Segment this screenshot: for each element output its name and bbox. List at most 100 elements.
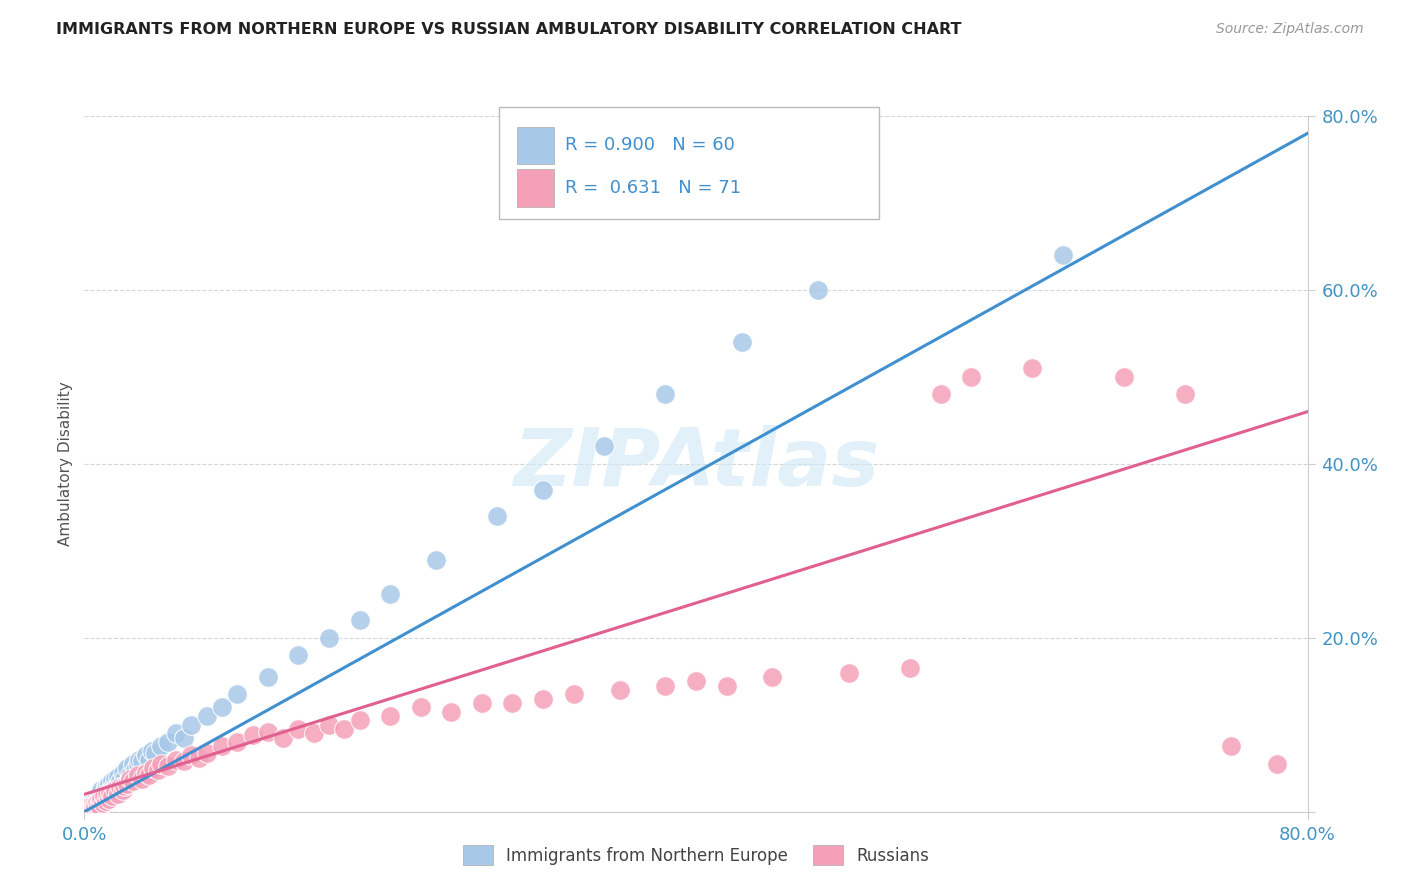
Point bbox=[108, 780, 131, 795]
Point bbox=[165, 726, 187, 740]
Text: R =  0.631   N = 71: R = 0.631 N = 71 bbox=[565, 179, 741, 197]
Point bbox=[226, 687, 249, 701]
Point bbox=[97, 777, 120, 791]
Point bbox=[94, 780, 117, 795]
Point bbox=[1021, 361, 1043, 376]
Point bbox=[146, 763, 169, 777]
Point bbox=[440, 705, 463, 719]
Point bbox=[242, 728, 264, 742]
Point bbox=[135, 765, 157, 780]
Point bbox=[195, 709, 218, 723]
Point bbox=[960, 369, 983, 384]
Point bbox=[138, 753, 160, 767]
Point bbox=[115, 761, 138, 775]
Point bbox=[77, 800, 100, 814]
Point bbox=[96, 791, 118, 805]
Point bbox=[84, 794, 107, 808]
Point bbox=[83, 800, 105, 814]
Point bbox=[84, 800, 107, 814]
Point bbox=[302, 726, 325, 740]
Point bbox=[131, 754, 153, 768]
Point bbox=[127, 768, 149, 782]
Point bbox=[1174, 387, 1197, 401]
Point bbox=[93, 789, 115, 803]
Point bbox=[211, 700, 233, 714]
Point bbox=[77, 797, 100, 812]
Point bbox=[83, 797, 105, 812]
Point bbox=[257, 670, 280, 684]
Point bbox=[157, 735, 180, 749]
Point bbox=[807, 283, 830, 297]
Text: IMMIGRANTS FROM NORTHERN EUROPE VS RUSSIAN AMBULATORY DISABILITY CORRELATION CHA: IMMIGRANTS FROM NORTHERN EUROPE VS RUSSI… bbox=[56, 22, 962, 37]
Point bbox=[128, 753, 150, 767]
Point bbox=[76, 802, 98, 816]
Point bbox=[79, 800, 101, 814]
Point bbox=[1220, 739, 1243, 754]
Text: Source: ZipAtlas.com: Source: ZipAtlas.com bbox=[1216, 22, 1364, 37]
Point bbox=[173, 731, 195, 745]
Point bbox=[731, 334, 754, 349]
Point bbox=[173, 754, 195, 768]
Point bbox=[107, 770, 129, 784]
Point bbox=[180, 717, 202, 731]
Point bbox=[87, 798, 110, 813]
Point bbox=[90, 783, 112, 797]
Point bbox=[838, 665, 860, 680]
Point bbox=[112, 772, 135, 786]
Point bbox=[318, 631, 340, 645]
Point bbox=[84, 797, 107, 812]
Point bbox=[96, 779, 118, 793]
Point bbox=[138, 768, 160, 782]
Point bbox=[89, 788, 111, 801]
Point bbox=[111, 783, 134, 797]
Point bbox=[96, 788, 118, 801]
Point bbox=[502, 696, 524, 710]
Point bbox=[97, 791, 120, 805]
Point bbox=[89, 800, 111, 814]
Point bbox=[531, 691, 554, 706]
Point bbox=[562, 687, 585, 701]
Point bbox=[89, 794, 111, 808]
Point bbox=[80, 796, 103, 810]
Point bbox=[486, 508, 509, 523]
Point bbox=[1265, 756, 1288, 771]
Point bbox=[349, 714, 371, 728]
Point bbox=[101, 789, 124, 803]
Point bbox=[165, 753, 187, 767]
Text: ZIPAtlas: ZIPAtlas bbox=[513, 425, 879, 503]
Point bbox=[929, 387, 952, 401]
Point bbox=[103, 780, 125, 795]
Point bbox=[91, 789, 114, 803]
Point bbox=[318, 717, 340, 731]
Point bbox=[211, 739, 233, 754]
Point bbox=[257, 724, 280, 739]
Point bbox=[124, 763, 146, 777]
Point bbox=[122, 756, 145, 771]
Point bbox=[76, 800, 98, 814]
Point bbox=[654, 387, 676, 401]
Point bbox=[127, 756, 149, 771]
Point bbox=[898, 661, 921, 675]
Point bbox=[425, 552, 447, 566]
Point bbox=[80, 798, 103, 813]
Point bbox=[609, 683, 631, 698]
Point bbox=[111, 765, 134, 780]
Point bbox=[380, 709, 402, 723]
Point bbox=[685, 674, 707, 689]
Point bbox=[149, 756, 172, 771]
Text: R = 0.900   N = 60: R = 0.900 N = 60 bbox=[565, 136, 735, 154]
Point bbox=[143, 746, 166, 760]
Point bbox=[188, 751, 211, 765]
Point bbox=[120, 768, 142, 782]
Point bbox=[141, 744, 163, 758]
Point bbox=[80, 802, 103, 816]
Point bbox=[79, 803, 101, 817]
Point bbox=[104, 772, 127, 786]
Point bbox=[122, 774, 145, 789]
Point bbox=[94, 794, 117, 808]
Point bbox=[135, 748, 157, 763]
Point bbox=[149, 739, 172, 754]
Point bbox=[93, 786, 115, 800]
Point bbox=[101, 774, 124, 789]
Point bbox=[98, 786, 121, 800]
